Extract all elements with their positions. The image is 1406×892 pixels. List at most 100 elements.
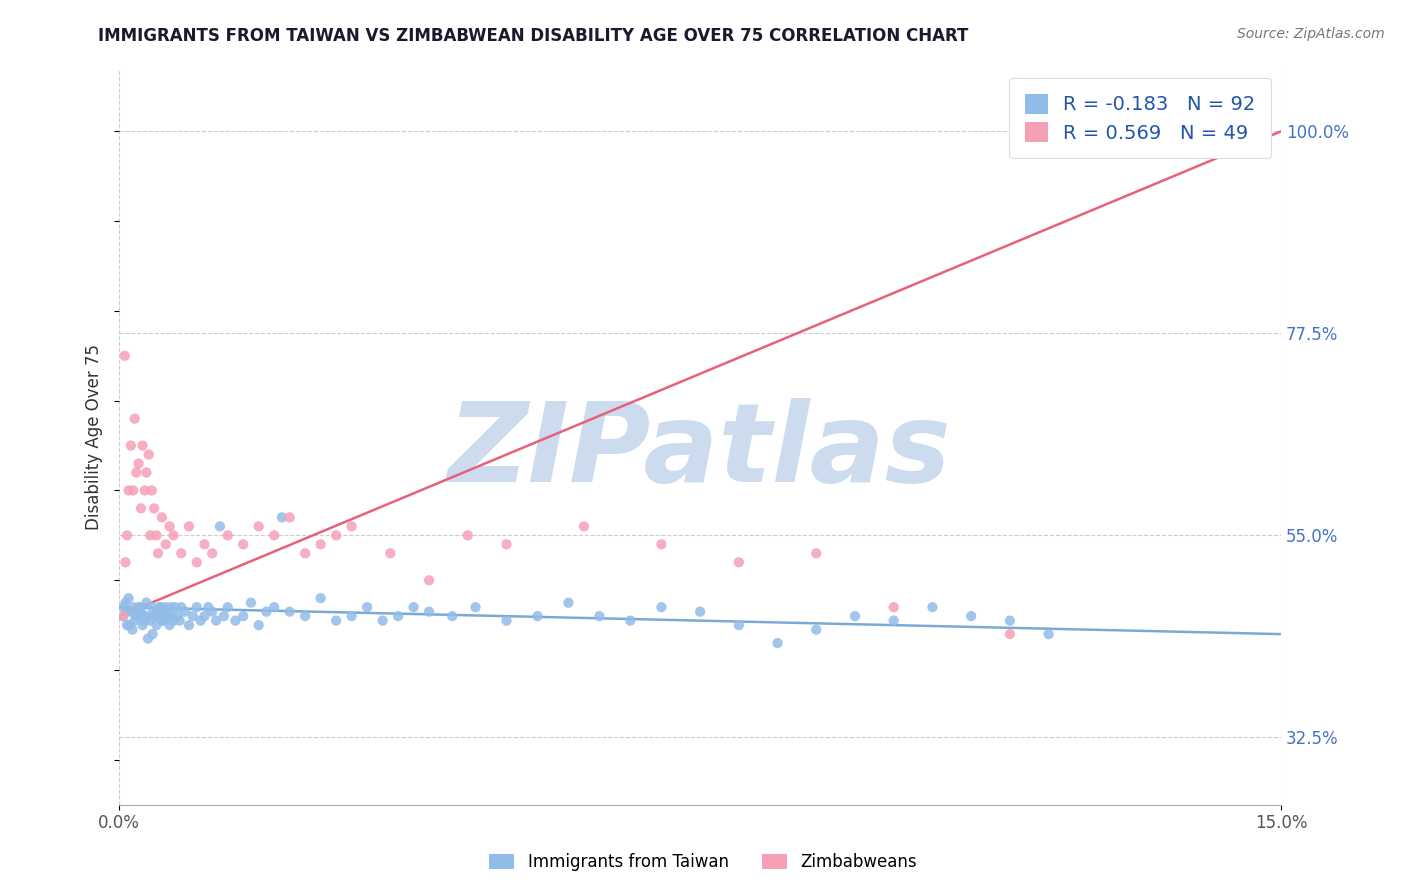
Point [224,614,246,628]
Point [278,605,301,619]
Point [186,555,208,569]
Point [114,349,136,363]
Point [146,605,169,619]
Point [208,519,231,533]
Point [142,627,165,641]
Point [138,448,160,462]
Point [278,510,301,524]
Point [129,501,152,516]
Point [294,546,316,560]
Point [727,618,749,632]
Point [418,605,440,619]
Point [557,596,579,610]
Point [174,605,197,619]
Point [139,614,162,628]
Point [960,609,983,624]
Point [309,537,332,551]
Point [197,600,219,615]
Point [201,605,224,619]
Point [190,614,212,628]
Point [120,439,142,453]
Point [263,528,285,542]
Point [115,618,138,632]
Point [145,528,167,542]
Legend: R = -0.183   N = 92, R = 0.569   N = 49: R = -0.183 N = 92, R = 0.569 N = 49 [1010,78,1271,158]
Point [112,609,135,624]
Point [128,600,150,615]
Point [114,596,136,610]
Point [356,600,378,615]
Point [125,609,148,624]
Point [145,609,167,624]
Point [495,537,517,551]
Point [572,519,595,533]
Point [141,600,163,615]
Point [177,519,200,533]
Point [650,600,672,615]
Point [141,483,163,498]
Point [309,591,332,606]
Point [129,600,152,615]
Point [457,528,479,542]
Point [727,555,749,569]
Point [163,600,186,615]
Point [998,627,1021,641]
Point [441,609,464,624]
Point [160,609,183,624]
Point [122,600,145,615]
Point [156,605,179,619]
Point [136,632,159,646]
Point [193,609,215,624]
Text: ZIPatlas: ZIPatlas [449,398,952,505]
Point [495,614,517,628]
Point [766,636,789,650]
Point [124,411,146,425]
Point [1038,627,1060,641]
Point [271,510,294,524]
Point [143,609,166,624]
Point [153,609,176,624]
Point [380,546,402,560]
Point [418,573,440,587]
Point [619,614,641,628]
Point [526,609,548,624]
Point [254,605,277,619]
Point [128,457,150,471]
Point [217,528,239,542]
Point [650,537,672,551]
Point [806,546,828,560]
Point [152,614,174,628]
Point [132,609,155,624]
Point [121,623,143,637]
Point [149,600,172,615]
Point [145,618,167,632]
Point [160,600,183,615]
Point [162,614,184,628]
Point [135,466,157,480]
Point [294,609,316,624]
Point [148,600,170,615]
Point [340,519,363,533]
Y-axis label: Disability Age Over 75: Disability Age Over 75 [86,343,103,530]
Point [117,483,139,498]
Point [162,528,184,542]
Point [232,609,254,624]
Point [263,600,285,615]
Point [464,600,486,615]
Text: Source: ZipAtlas.com: Source: ZipAtlas.com [1237,27,1385,41]
Point [115,605,138,619]
Point [402,600,425,615]
Point [150,614,173,628]
Point [112,609,135,624]
Point [371,614,394,628]
Point [247,519,270,533]
Point [155,600,177,615]
Point [232,537,254,551]
Point [118,618,141,632]
Point [325,528,347,542]
Point [169,614,191,628]
Text: IMMIGRANTS FROM TAIWAN VS ZIMBABWEAN DISABILITY AGE OVER 75 CORRELATION CHART: IMMIGRANTS FROM TAIWAN VS ZIMBABWEAN DIS… [98,27,969,45]
Legend: Immigrants from Taiwan, Zimbabweans: Immigrants from Taiwan, Zimbabweans [481,845,925,880]
Point [122,483,145,498]
Point [201,546,224,560]
